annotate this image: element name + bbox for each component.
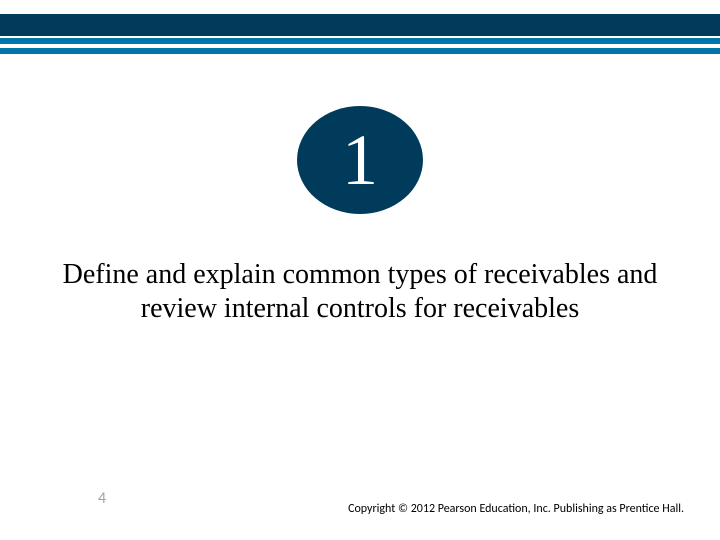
header-band-dark — [0, 14, 720, 36]
objective-headline-text: Define and explain common types of recei… — [63, 259, 658, 324]
copyright-line: Copyright © 2012 Pearson Education, Inc.… — [348, 502, 684, 516]
objective-number: 1 — [342, 119, 378, 202]
page-number: 4 — [98, 489, 106, 508]
header-band-blue-2 — [0, 48, 720, 54]
objective-number-badge: 1 — [297, 106, 423, 214]
header-band-blue-1 — [0, 38, 720, 44]
objective-headline: Define and explain common types of recei… — [40, 258, 680, 326]
page-number-text: 4 — [98, 489, 106, 508]
copyright-text: Copyright © 2012 Pearson Education, Inc.… — [348, 502, 684, 516]
